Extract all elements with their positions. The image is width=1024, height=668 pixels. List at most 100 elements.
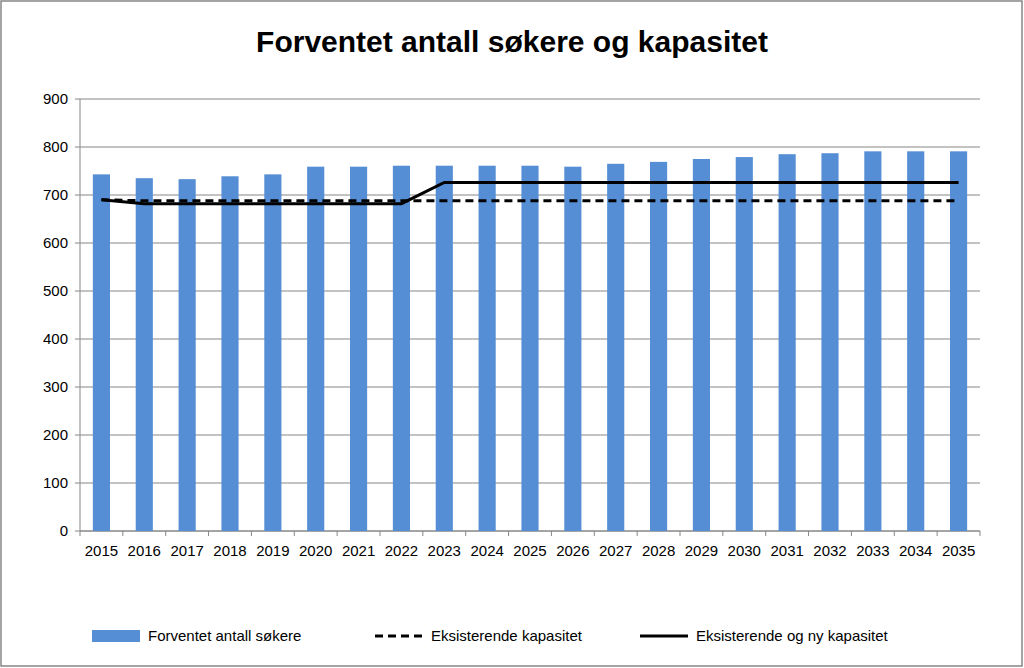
x-tick-label: 2017 (170, 542, 203, 559)
x-tick-label: 2035 (942, 542, 975, 559)
y-tick-label: 300 (43, 378, 68, 395)
y-tick-label: 100 (43, 474, 68, 491)
y-tick (75, 435, 80, 436)
bar (479, 166, 496, 531)
x-tick (122, 531, 123, 536)
bar (907, 151, 924, 531)
y-tick-label: 900 (43, 90, 68, 107)
x-tick (422, 531, 423, 536)
bar (264, 174, 281, 531)
x-tick (894, 531, 895, 536)
y-tick (75, 243, 80, 244)
x-tick-label: 2019 (256, 542, 289, 559)
x-tick-label: 2034 (899, 542, 932, 559)
y-tick (75, 99, 80, 100)
x-tick (637, 531, 638, 536)
bar (864, 151, 881, 531)
chart-svg: Forventet antall søkere og kapasitet 0 100… (0, 0, 1024, 668)
y-tick (75, 339, 80, 340)
bar (393, 166, 410, 531)
bar (564, 167, 581, 531)
legend: Forventet antall søkereEksisterende kapa… (92, 627, 889, 644)
x-tick-label: 2030 (728, 542, 761, 559)
x-tick (765, 531, 766, 536)
bar (136, 178, 153, 531)
bar (179, 179, 196, 531)
legend-swatch (375, 635, 423, 638)
x-tick-label: 2018 (213, 542, 246, 559)
line (101, 198, 958, 202)
y-tick-label: 500 (43, 282, 68, 299)
x-tick (851, 531, 852, 536)
x-tick (337, 531, 338, 536)
x-tick (208, 531, 209, 536)
line (101, 183, 958, 204)
bar (693, 159, 710, 531)
chart-container: Forventet antall søkere og kapasitet 0 100… (0, 0, 1024, 668)
bar (821, 153, 838, 531)
y-tick (75, 483, 80, 484)
x-tick (80, 531, 81, 536)
legend-label: Eksisterende og ny kapasitet (696, 627, 889, 644)
x-tick (465, 531, 466, 536)
chart-border (1, 1, 1022, 666)
x-tick-label: 2029 (685, 542, 718, 559)
x-tick (808, 531, 809, 536)
x-tick (380, 531, 381, 536)
grid (75, 99, 980, 531)
bar (93, 174, 110, 531)
x-tick (937, 531, 938, 536)
y-tick-label: 800 (43, 138, 68, 155)
y-tick (75, 195, 80, 196)
x-tick-label: 2033 (856, 542, 889, 559)
y-tick (75, 531, 80, 532)
x-tick (508, 531, 509, 536)
x-tick-label: 2016 (128, 542, 161, 559)
x-tick (594, 531, 595, 536)
bar (221, 176, 238, 531)
x-tick-label: 2015 (85, 542, 118, 559)
bar (950, 151, 967, 531)
grid-line (80, 99, 980, 100)
x-tick (294, 531, 295, 536)
x-tick-label: 2023 (428, 542, 461, 559)
x-tick-label: 2022 (385, 542, 418, 559)
bar (650, 162, 667, 531)
bar (521, 166, 538, 531)
y-tick (75, 387, 80, 388)
plot-area (93, 151, 967, 531)
bar (779, 154, 796, 531)
y-tick-label: 600 (43, 234, 68, 251)
y-axis (80, 99, 81, 531)
legend-swatch (640, 635, 688, 638)
bar (436, 166, 453, 531)
x-tick-label: 2024 (470, 542, 503, 559)
bar (307, 167, 324, 531)
x-tick (980, 531, 981, 536)
legend-label: Eksisterende kapasitet (431, 627, 583, 644)
x-tick-label: 2032 (813, 542, 846, 559)
x-tick-label: 2021 (342, 542, 375, 559)
x-tick (680, 531, 681, 536)
bar (607, 164, 624, 531)
x-tick (551, 531, 552, 536)
y-tick-label: 700 (43, 186, 68, 203)
grid-line (80, 147, 980, 148)
bar (736, 157, 753, 531)
x-tick-label: 2028 (642, 542, 675, 559)
y-tick (75, 147, 80, 148)
x-tick-label: 2020 (299, 542, 332, 559)
x-tick-label: 2026 (556, 542, 589, 559)
y-tick (75, 291, 80, 292)
y-tick-label: 200 (43, 426, 68, 443)
y-tick-label: 400 (43, 330, 68, 347)
x-tick-label: 2025 (513, 542, 546, 559)
chart-title: Forventet antall søkere og kapasitet (256, 25, 768, 58)
x-tick-label: 2027 (599, 542, 632, 559)
legend-swatch (92, 630, 140, 642)
x-tick (165, 531, 166, 536)
y-tick-label: 0 (60, 522, 68, 539)
x-tick (251, 531, 252, 536)
x-tick (722, 531, 723, 536)
x-tick-label: 2031 (770, 542, 803, 559)
